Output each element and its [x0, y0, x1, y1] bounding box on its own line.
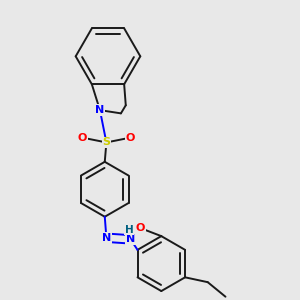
Text: O: O: [77, 133, 87, 142]
Text: S: S: [102, 137, 110, 147]
Text: H: H: [124, 225, 134, 235]
Text: O: O: [136, 223, 145, 233]
Text: O: O: [126, 133, 135, 142]
Text: N: N: [95, 105, 104, 115]
Text: N: N: [102, 233, 111, 243]
Text: N: N: [126, 234, 135, 244]
